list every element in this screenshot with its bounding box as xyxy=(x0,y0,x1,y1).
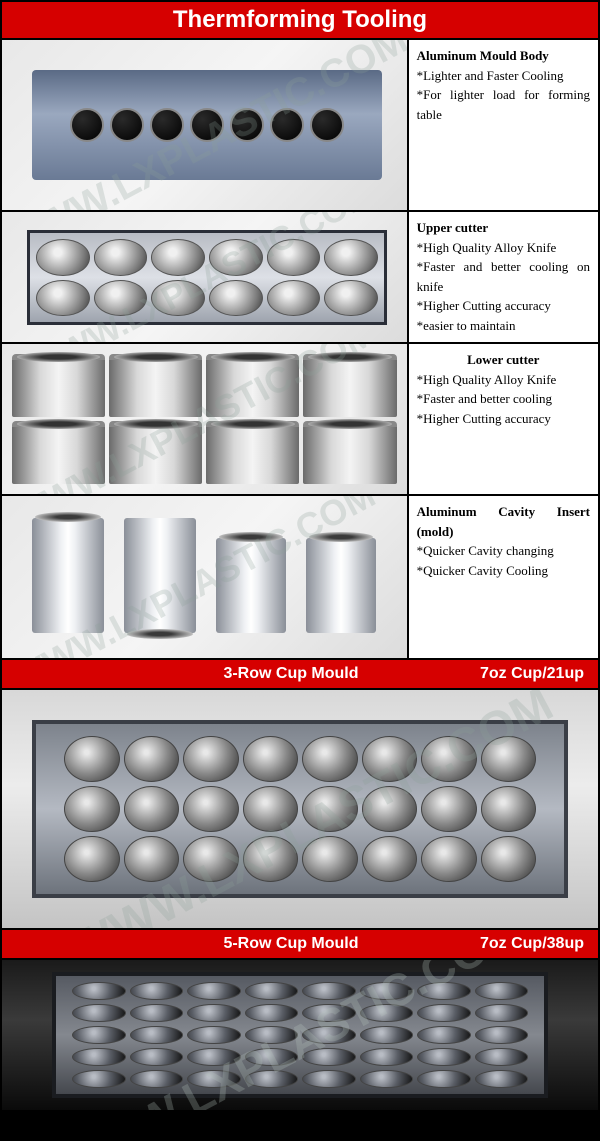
5row-mould-illustration xyxy=(52,972,548,1098)
product-spec-container: Thermforming Tooling WWW.LXPLASTIC.COM A… xyxy=(0,0,600,1112)
section-title: 3-Row Cup Mould xyxy=(2,665,480,683)
spec-line: *High Quality Alloy Knife xyxy=(417,370,590,390)
spec-line: *Quicker Cavity changing xyxy=(417,541,590,561)
spec-line: *Faster and better cooling xyxy=(417,389,590,409)
spec-line: *Faster and better cooling on knife xyxy=(417,257,590,296)
spec-row: WWW.LXPLASTIC.COM Lower cutter *High Qua… xyxy=(2,344,598,496)
cavity-insert-illustration xyxy=(22,521,387,633)
lower-cutter-illustration xyxy=(12,354,397,484)
spec-title: Lower cutter xyxy=(417,350,590,370)
spec-title: Aluminum Cavity Insert (mold) xyxy=(417,502,590,541)
section-spec: 7oz Cup/38up xyxy=(480,935,598,953)
spec-title: Upper cutter xyxy=(417,218,590,238)
section-spec: 7oz Cup/21up xyxy=(480,665,598,683)
spec-line: *High Quality Alloy Knife xyxy=(417,238,590,258)
spec-row: WWW.LXPLASTIC.COM Aluminum Cavity Insert… xyxy=(2,496,598,660)
3row-mould-illustration xyxy=(32,720,568,898)
spec-line: *easier to maintain xyxy=(417,316,590,336)
spec-row: WWW.LXPLASTIC.COM Aluminum Mould Body *L… xyxy=(2,40,598,212)
spec-text-cell: Lower cutter *High Quality Alloy Knife *… xyxy=(409,344,598,494)
product-image-cell: WWW.LXPLASTIC.COM xyxy=(2,496,409,658)
spec-line: *Higher Cutting accuracy xyxy=(417,409,590,429)
spec-line: *Quicker Cavity Cooling xyxy=(417,561,590,581)
spec-text-cell: Upper cutter *High Quality Alloy Knife *… xyxy=(409,212,598,342)
section-title: 5-Row Cup Mould xyxy=(2,935,480,953)
product-image-full: WWW.LXPLASTIC.COM xyxy=(2,690,598,930)
spec-line: *Lighter and Faster Cooling xyxy=(417,66,590,86)
spec-title: Aluminum Mould Body xyxy=(417,46,590,66)
product-image-cell: WWW.LXPLASTIC.COM xyxy=(2,212,409,342)
product-image-full: WWW.LXPLASTIC.COM xyxy=(2,960,598,1110)
section-header: 5-Row Cup Mould 7oz Cup/38up xyxy=(2,930,598,960)
header-title: Thermforming Tooling xyxy=(173,6,427,33)
section-header: 3-Row Cup Mould 7oz Cup/21up xyxy=(2,660,598,690)
product-image-cell: WWW.LXPLASTIC.COM xyxy=(2,344,409,494)
spec-text-cell: Aluminum Mould Body *Lighter and Faster … xyxy=(409,40,598,210)
upper-cutter-illustration xyxy=(27,230,387,325)
spec-line: *For lighter load for forming table xyxy=(417,85,590,124)
mould-body-illustration xyxy=(32,70,382,180)
spec-text-cell: Aluminum Cavity Insert (mold) *Quicker C… xyxy=(409,496,598,658)
spec-row: WWW.LXPLASTIC.COM Upper cutter *High Qua… xyxy=(2,212,598,344)
spec-line: *Higher Cutting accuracy xyxy=(417,296,590,316)
product-image-cell: WWW.LXPLASTIC.COM xyxy=(2,40,409,210)
main-header: Thermforming Tooling xyxy=(2,2,598,40)
